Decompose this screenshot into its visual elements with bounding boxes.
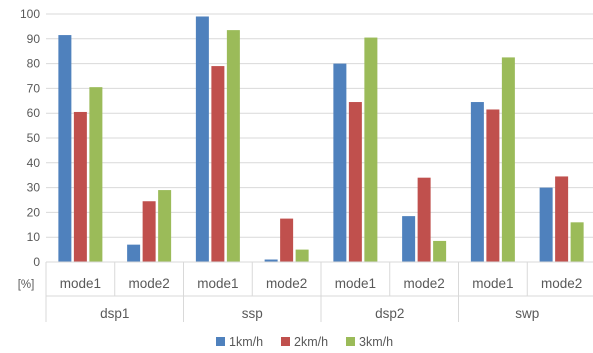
bar-3kmh-5 bbox=[433, 240, 447, 262]
x-group-label: dsp2 bbox=[375, 306, 404, 321]
legend-label: 2km/h bbox=[294, 335, 328, 349]
y-tick-label: 10 bbox=[27, 230, 41, 244]
bar-3kmh-2 bbox=[226, 30, 240, 263]
x-group-label: ssp bbox=[242, 306, 263, 321]
y-tick-label: 100 bbox=[20, 7, 40, 21]
x-category-label: mode1 bbox=[335, 276, 376, 291]
y-tick-label: 20 bbox=[27, 205, 41, 219]
x-category-label: mode2 bbox=[266, 276, 307, 291]
y-tick-label: 80 bbox=[27, 57, 41, 71]
y-tick-label: 60 bbox=[27, 106, 41, 120]
gridlines bbox=[46, 13, 593, 238]
bar-2kmh-3 bbox=[280, 218, 294, 262]
legend-label: 3km/h bbox=[359, 335, 393, 349]
y-tick-label: 90 bbox=[27, 32, 41, 46]
bar-3kmh-3 bbox=[295, 249, 309, 262]
bar-2kmh-6 bbox=[486, 109, 500, 262]
x-category-label: mode1 bbox=[472, 276, 513, 291]
y-tick-label: 40 bbox=[27, 156, 41, 170]
bar-2kmh-4 bbox=[348, 102, 362, 262]
x-category-label: mode1 bbox=[197, 276, 238, 291]
y-tick-label: 70 bbox=[27, 81, 41, 95]
bar-3kmh-6 bbox=[501, 57, 515, 263]
legend-swatch bbox=[281, 337, 290, 346]
x-category-label: mode2 bbox=[128, 276, 169, 291]
bar-1kmh-4 bbox=[333, 63, 347, 262]
legend-swatch bbox=[216, 337, 225, 346]
bar-3kmh-0 bbox=[89, 87, 103, 262]
bar-1kmh-7 bbox=[539, 187, 553, 262]
bar-3kmh-4 bbox=[364, 37, 378, 263]
bar-1kmh-2 bbox=[195, 16, 209, 263]
bars bbox=[58, 16, 584, 263]
unit-label: [%] bbox=[18, 279, 35, 291]
bar-3kmh-7 bbox=[570, 222, 584, 262]
legend-label: 1km/h bbox=[229, 335, 263, 349]
bar-2kmh-1 bbox=[142, 201, 156, 262]
y-tick-label: 30 bbox=[27, 181, 41, 195]
bar-3kmh-1 bbox=[158, 190, 172, 262]
bar-1kmh-1 bbox=[127, 244, 141, 262]
axes: 0 10 20 30 40 50 60 70 80 90 100 mode1 mode2 mode1 mod… bbox=[18, 7, 593, 322]
x-category-label: mode1 bbox=[60, 276, 101, 291]
bar-1kmh-6 bbox=[470, 102, 484, 262]
legend: 1km/h 2km/h 3km/h bbox=[216, 335, 393, 349]
bar-1kmh-3 bbox=[264, 259, 278, 262]
y-tick-label: 50 bbox=[27, 131, 41, 145]
x-category-label: mode2 bbox=[403, 276, 444, 291]
x-group-label: swp bbox=[515, 306, 539, 321]
bar-2kmh-2 bbox=[211, 66, 225, 262]
bar-1kmh-5 bbox=[402, 216, 416, 262]
x-group-label: dsp1 bbox=[100, 306, 129, 321]
x-category-label: mode2 bbox=[541, 276, 582, 291]
legend-swatch bbox=[346, 337, 355, 346]
bar-1kmh-0 bbox=[58, 35, 72, 262]
bar-2kmh-7 bbox=[555, 176, 569, 262]
bar-2kmh-0 bbox=[73, 111, 87, 263]
y-tick-label: 0 bbox=[33, 255, 40, 269]
bar-2kmh-5 bbox=[417, 177, 431, 262]
